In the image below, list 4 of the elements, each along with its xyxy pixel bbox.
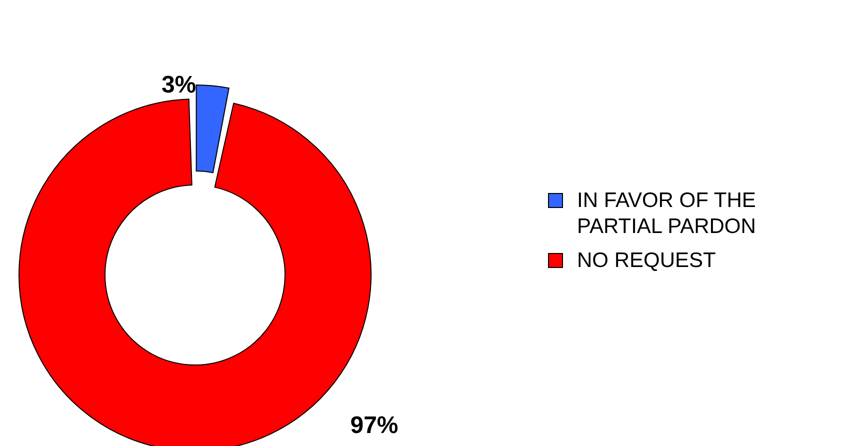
data-label: 3%: [161, 72, 196, 99]
data-label: 97%: [350, 412, 398, 439]
legend-label: IN FAVOR OF THE PARTIAL PARDON: [577, 188, 757, 240]
legend-label: NO REQUEST: [577, 248, 717, 274]
